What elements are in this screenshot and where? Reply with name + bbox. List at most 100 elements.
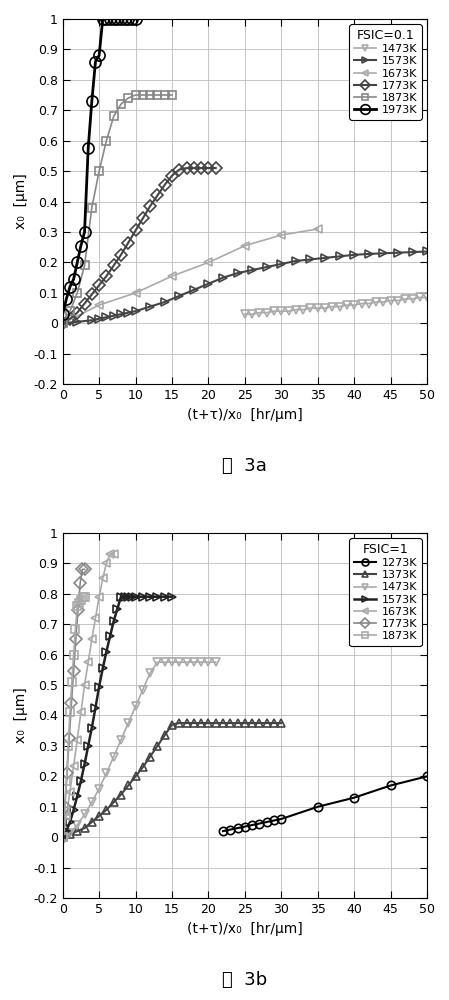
1573K	[352, 249, 357, 261]
1473K	[82, 808, 87, 820]
1373K	[82, 822, 87, 834]
1373K	[60, 831, 66, 843]
1573K	[133, 591, 138, 603]
1273K	[279, 813, 284, 825]
1673K	[133, 287, 138, 299]
1573K	[85, 740, 91, 752]
1773K	[75, 604, 81, 616]
1573K	[60, 317, 66, 329]
1573K	[78, 775, 84, 787]
1573K	[126, 591, 131, 603]
1573K	[191, 284, 197, 296]
1573K	[264, 261, 269, 273]
1673K	[315, 223, 321, 235]
1573K	[93, 702, 98, 714]
1873K	[75, 600, 80, 612]
1373K	[257, 717, 262, 729]
1673K	[93, 612, 98, 624]
1273K	[235, 822, 240, 834]
1873K	[64, 775, 69, 787]
1673K	[100, 572, 106, 584]
1673K	[97, 591, 102, 603]
1473K	[293, 304, 299, 316]
1473K	[206, 656, 211, 668]
1773K	[64, 767, 70, 779]
1573K	[381, 247, 386, 259]
1973K	[78, 240, 84, 252]
1373K	[89, 816, 95, 828]
1473K	[118, 734, 123, 746]
1773K	[118, 249, 123, 261]
1573K	[126, 307, 131, 319]
1673K	[85, 656, 91, 668]
1573K	[114, 603, 120, 615]
1373K	[242, 717, 247, 729]
1973K	[114, 13, 120, 25]
1373K	[133, 770, 138, 782]
Line: 1273K: 1273K	[219, 772, 431, 835]
1673K	[89, 633, 95, 645]
1973K	[133, 13, 138, 25]
1573K	[250, 264, 255, 276]
1773K	[62, 801, 67, 813]
1473K	[213, 656, 218, 668]
1373K	[162, 729, 167, 741]
1473K	[424, 291, 430, 303]
1873K	[71, 649, 76, 661]
1773K	[60, 317, 66, 329]
Text: 图  3b: 图 3b	[222, 971, 268, 989]
1573K	[67, 816, 73, 828]
1373K	[155, 740, 160, 752]
1873K	[133, 89, 138, 101]
1873K	[111, 110, 116, 122]
1473K	[162, 656, 167, 668]
1473K	[315, 302, 321, 314]
1373K	[169, 719, 175, 731]
1773K	[155, 189, 160, 201]
1473K	[126, 717, 131, 729]
1873K	[126, 92, 131, 104]
1773K	[213, 162, 218, 174]
1273K	[315, 801, 321, 813]
1673K	[104, 557, 109, 569]
1573K	[147, 591, 153, 603]
1773K	[198, 162, 204, 174]
1773K	[184, 162, 189, 174]
1573K	[104, 646, 109, 658]
1973K	[129, 13, 135, 25]
Line: 1573K: 1573K	[58, 593, 176, 841]
1973K	[104, 13, 109, 25]
1473K	[191, 656, 197, 668]
1373K	[147, 751, 153, 763]
1473K	[395, 294, 401, 306]
1573K	[366, 248, 371, 260]
1573K	[147, 301, 153, 313]
Line: 1673K: 1673K	[58, 550, 118, 841]
1873K	[118, 98, 123, 110]
1373K	[228, 717, 233, 729]
1773K	[176, 164, 182, 176]
1273K	[264, 816, 269, 828]
1573K	[111, 310, 116, 322]
1873K	[62, 805, 67, 817]
1373K	[220, 717, 226, 729]
1373K	[279, 717, 284, 729]
1473K	[75, 819, 80, 831]
1773K	[133, 224, 138, 236]
Line: 1473K: 1473K	[241, 293, 431, 318]
1673K	[206, 256, 211, 268]
1473K	[111, 751, 116, 763]
1373K	[104, 804, 109, 816]
1273K	[242, 821, 247, 833]
1673K	[60, 831, 66, 843]
1973K	[89, 95, 95, 107]
1473K	[155, 656, 160, 668]
Line: 1373K: 1373K	[58, 719, 286, 841]
1673K	[111, 548, 116, 560]
Line: 1973K: 1973K	[57, 13, 141, 320]
1473K	[140, 684, 145, 696]
1573K	[133, 305, 138, 317]
1373K	[67, 828, 73, 840]
1573K	[75, 316, 80, 328]
1473K	[337, 301, 342, 313]
